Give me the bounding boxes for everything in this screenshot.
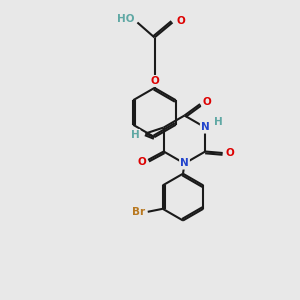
Text: Br: Br — [132, 207, 145, 218]
Text: HO: HO — [118, 14, 135, 25]
Text: N: N — [180, 158, 189, 169]
Text: N: N — [201, 122, 210, 133]
Text: O: O — [226, 148, 234, 158]
Text: O: O — [202, 97, 211, 107]
Text: O: O — [150, 76, 159, 86]
Text: O: O — [176, 16, 185, 26]
Text: H: H — [214, 117, 222, 127]
Text: H: H — [130, 130, 140, 140]
Text: O: O — [137, 157, 146, 167]
